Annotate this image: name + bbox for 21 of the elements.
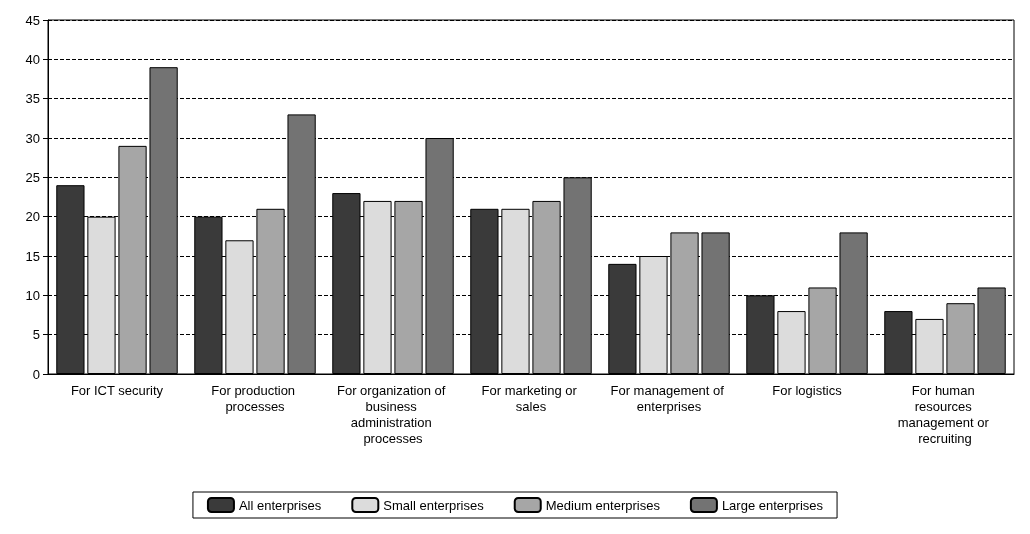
legend-label: Medium enterprises [545, 497, 661, 513]
y-tick-label: 25 [25, 169, 40, 185]
x-tick-label: For human resources management or recruiting [897, 382, 993, 446]
y-tick-label: 5 [32, 327, 40, 343]
y-tick-label: 40 [25, 51, 40, 67]
legend-label: Small enterprises [383, 497, 485, 513]
x-tick-label: For logistics [772, 382, 843, 398]
x-tick-label: For marketing or sales [481, 382, 581, 414]
y-tick-label: 30 [25, 130, 40, 146]
y-tick-label: 10 [25, 287, 40, 303]
y-tick-label: 15 [25, 248, 40, 264]
y-tick-label: 45 [25, 12, 40, 28]
y-tick-label: 0 [32, 366, 40, 382]
legend-label: Large enterprises [721, 497, 824, 513]
x-tick-label: For management of enterprises [610, 382, 728, 414]
x-tick-label: For production processes [211, 382, 299, 414]
x-tick-label: For ICT security [70, 382, 164, 398]
y-tick-label: 35 [25, 91, 40, 107]
y-tick-label: 20 [25, 209, 40, 225]
legend-label: All enterprises [238, 497, 322, 513]
x-tick-label: For organization of business administration processes [336, 382, 450, 446]
